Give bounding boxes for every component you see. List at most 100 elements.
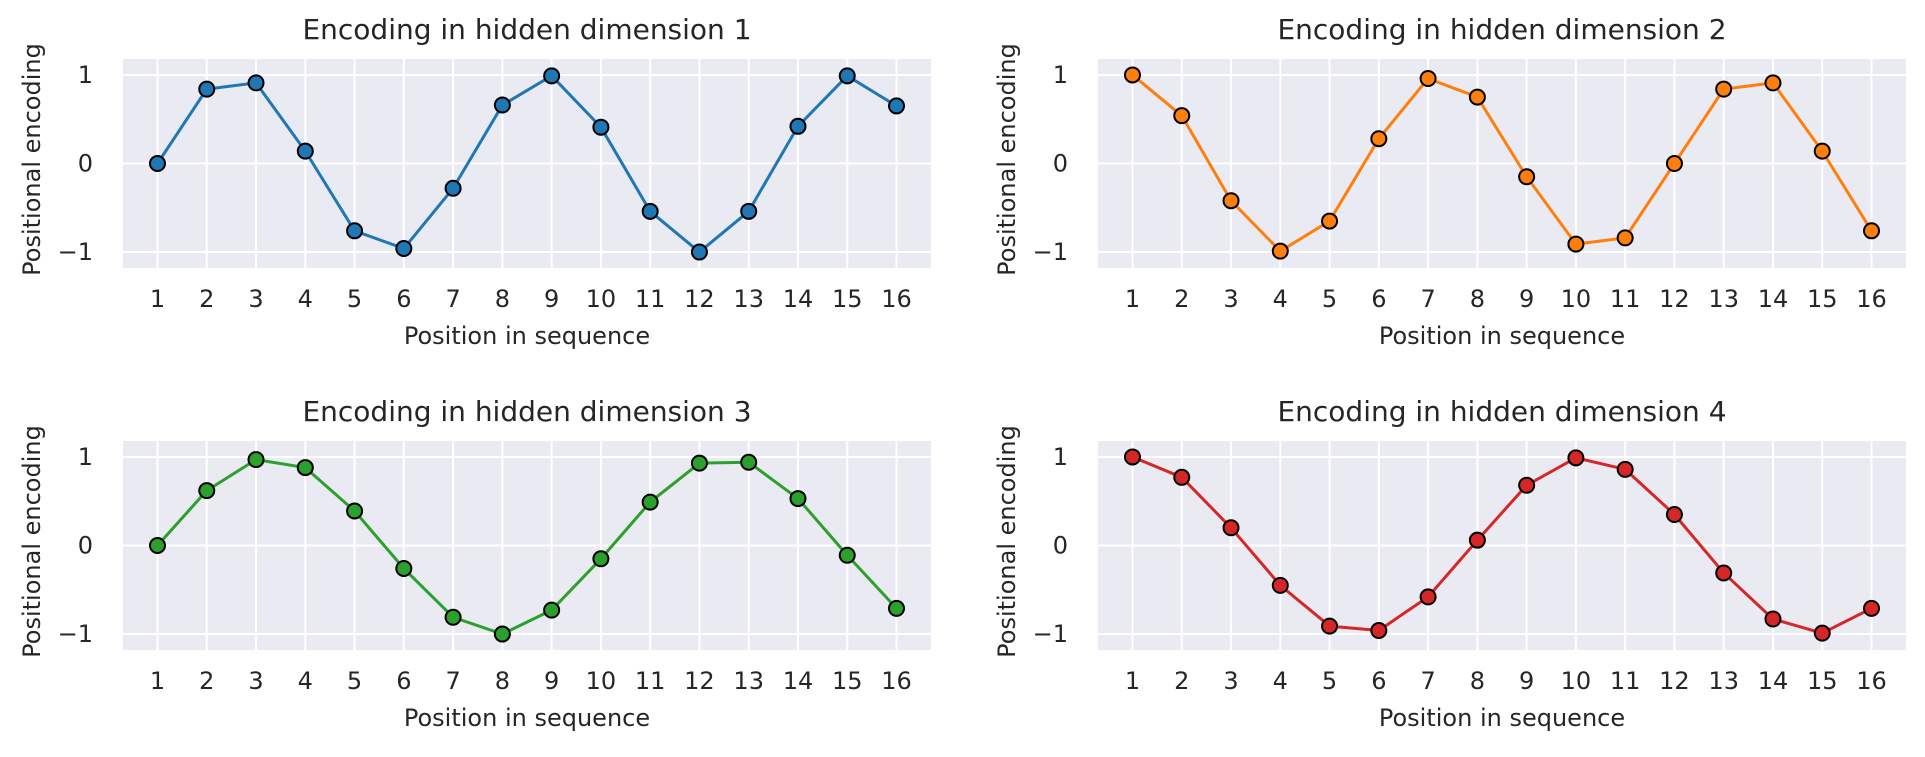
x-tick-label: 8: [495, 285, 510, 313]
x-tick-label: 15: [1807, 667, 1838, 695]
x-tick-label: 3: [248, 667, 263, 695]
x-tick-label: 1: [1125, 667, 1140, 695]
data-point: [1370, 622, 1388, 640]
data-point: [1518, 168, 1536, 186]
data-point: [1518, 476, 1536, 494]
x-tick-label: 7: [445, 667, 460, 695]
data-point: [1863, 222, 1881, 240]
x-tick-label: 10: [586, 667, 617, 695]
data-point: [395, 560, 413, 578]
x-tick-label: 6: [1371, 667, 1386, 695]
data-point: [543, 601, 561, 619]
x-tick-label: 4: [1273, 285, 1288, 313]
data-point: [1222, 519, 1240, 537]
x-tick-label: 2: [1174, 285, 1189, 313]
data-point: [1468, 88, 1486, 106]
x-tick-label: 12: [1659, 285, 1690, 313]
data-point: [888, 599, 906, 617]
x-axis-label: Position in sequence: [1379, 704, 1625, 732]
x-tick-label: 7: [445, 285, 460, 313]
x-tick-label: 7: [1420, 285, 1435, 313]
x-tick-label: 11: [635, 667, 666, 695]
data-point: [395, 240, 413, 258]
x-tick-label: 16: [881, 285, 912, 313]
data-point: [641, 202, 659, 220]
data-point: [888, 97, 906, 115]
data-point: [1173, 468, 1191, 486]
data-point: [592, 118, 610, 136]
y-tick-label: −1: [58, 238, 93, 266]
data-point: [690, 454, 708, 472]
data-point: [641, 493, 659, 511]
x-tick-label: 12: [1659, 667, 1690, 695]
x-tick-label: 10: [1561, 285, 1592, 313]
x-tick-label: 16: [1856, 667, 1887, 695]
series-line: [1131, 73, 1873, 253]
x-tick-label: 16: [881, 667, 912, 695]
y-axis-label: Positional encoding: [18, 425, 46, 658]
x-tick-label: 3: [1223, 285, 1238, 313]
data-point: [1321, 617, 1339, 635]
y-tick-label: 1: [1053, 443, 1068, 471]
y-tick-label: −1: [1033, 238, 1068, 266]
x-tick-label: 9: [1519, 285, 1534, 313]
data-point: [1665, 155, 1683, 172]
x-tick-label: 12: [684, 667, 715, 695]
x-tick-label: 4: [298, 285, 313, 313]
y-tick-label: −1: [58, 620, 93, 648]
data-point: [1321, 212, 1339, 230]
data-point: [1567, 449, 1585, 467]
y-axis-label: Positional encoding: [993, 425, 1021, 658]
x-tick-label: 15: [832, 667, 863, 695]
data-point: [247, 451, 265, 469]
x-tick-label: 5: [347, 667, 362, 695]
data-point: [493, 96, 511, 114]
data-point: [789, 117, 807, 135]
data-point: [1665, 506, 1683, 524]
x-axis-label: Position in sequence: [404, 322, 650, 350]
x-tick-label: 8: [495, 667, 510, 695]
x-tick-label: 14: [1758, 285, 1789, 313]
x-tick-label: 14: [783, 285, 814, 313]
data-point: [1616, 229, 1634, 247]
data-point: [346, 222, 364, 240]
y-tick-label: 1: [78, 61, 93, 89]
data-point: [1222, 192, 1240, 210]
chart-title: Encoding in hidden dimension 3: [302, 395, 751, 428]
data-point: [1715, 564, 1733, 582]
data-point: [1715, 80, 1733, 98]
x-tick-label: 11: [1610, 667, 1641, 695]
data-point: [1616, 460, 1634, 478]
y-axis-label: Positional encoding: [18, 43, 46, 276]
data-point: [198, 482, 216, 500]
data-point: [838, 546, 856, 564]
x-tick-label: 12: [684, 285, 715, 313]
chart-title: Encoding in hidden dimension 4: [1277, 395, 1726, 428]
y-tick-label: 0: [78, 532, 93, 560]
x-tick-label: 14: [1758, 667, 1789, 695]
x-tick-label: 6: [396, 667, 411, 695]
data-point: [838, 67, 856, 85]
y-axis-label: Positional encoding: [993, 43, 1021, 276]
data-point: [346, 502, 364, 520]
data-point: [148, 155, 166, 172]
x-tick-label: 10: [586, 285, 617, 313]
x-tick-label: 3: [1223, 667, 1238, 695]
data-point: [1813, 624, 1831, 642]
x-tick-label: 10: [1561, 667, 1592, 695]
x-tick-label: 4: [298, 667, 313, 695]
data-point: [740, 453, 758, 471]
x-tick-label: 15: [1807, 285, 1838, 313]
data-point: [148, 537, 166, 554]
data-point: [1271, 576, 1289, 594]
x-tick-label: 1: [150, 285, 165, 313]
x-tick-label: 4: [1273, 667, 1288, 695]
x-tick-label: 15: [832, 285, 863, 313]
x-tick-label: 13: [733, 285, 764, 313]
data-point: [1764, 610, 1782, 628]
data-point: [444, 179, 462, 197]
x-tick-label: 1: [150, 667, 165, 695]
chart-title: Encoding in hidden dimension 1: [302, 13, 751, 46]
